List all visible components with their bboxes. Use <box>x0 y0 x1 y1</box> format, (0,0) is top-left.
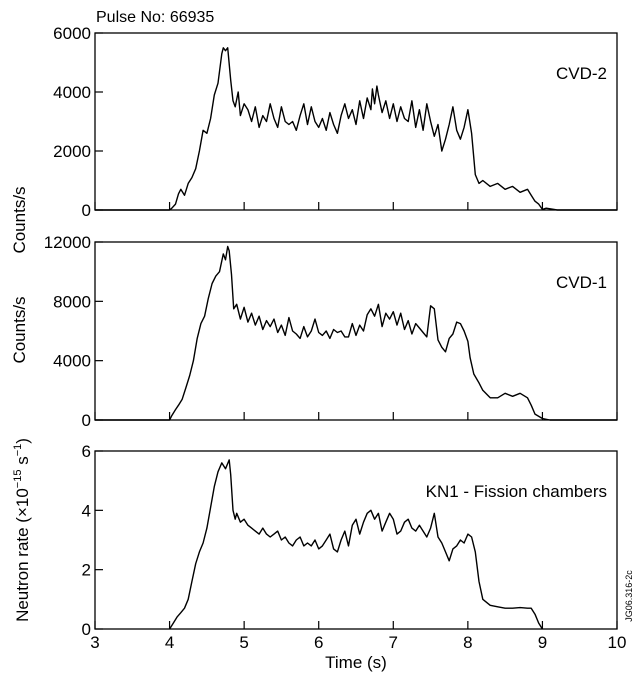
panel-label: KN1 - Fission chambers <box>426 482 607 501</box>
panel-cvd-1: 0 4000 8000 12000 CVD-1 <box>44 233 618 430</box>
panel-cvd-2: 0 2000 4000 6000 CVD-2 <box>53 24 618 220</box>
panel-kn1: 0 2 4 6 3 4 5 6 7 8 9 10 KN1 - Fission chambers <box>82 442 627 652</box>
x-tick-label: 5 <box>239 633 248 652</box>
y-tick-label: 12000 <box>44 233 91 252</box>
y-axis-label-cvd-2: Counts/s <box>10 186 29 253</box>
y-tick-label: 0 <box>82 620 91 639</box>
figure-code: JG06.316-2c <box>624 570 634 622</box>
y-tick-label: 8000 <box>53 292 91 311</box>
y-tick-label: 4000 <box>53 83 91 102</box>
x-tick-label: 3 <box>90 633 99 652</box>
y-tick-label: 2 <box>82 561 91 580</box>
x-tick-label: 8 <box>463 633 472 652</box>
panel-label: CVD-1 <box>556 273 607 292</box>
x-tick-label: 4 <box>165 633 174 652</box>
series-line <box>95 245 617 421</box>
pulse-number: Pulse No: 66935 <box>96 9 214 26</box>
y-tick-label: 6 <box>82 442 91 461</box>
plot-frame <box>94 32 618 211</box>
y-axis-label-cvd-1: Counts/s <box>10 296 29 363</box>
y-tick-label: 0 <box>82 411 91 430</box>
x-tick-label: 9 <box>538 633 547 652</box>
panel-label: CVD-2 <box>556 64 607 83</box>
y-tick-label: 4000 <box>53 352 91 371</box>
plot-frame <box>94 241 618 421</box>
y-tick-label: 4 <box>82 501 91 520</box>
y-axis-label-neutron-rate: Neutron rate (×10−15 s−1) <box>12 438 32 622</box>
y-tick-label: 2000 <box>53 142 91 161</box>
x-tick-label: 6 <box>314 633 323 652</box>
x-tick-label: 10 <box>608 633 627 652</box>
plot-frame <box>94 450 618 630</box>
x-axis-label: Time (s) <box>325 653 387 672</box>
x-tick-label: 7 <box>389 633 398 652</box>
series-line <box>95 47 617 211</box>
y-tick-label: 0 <box>82 201 91 220</box>
y-tick-label: 6000 <box>53 24 91 43</box>
series-line <box>169 459 543 630</box>
